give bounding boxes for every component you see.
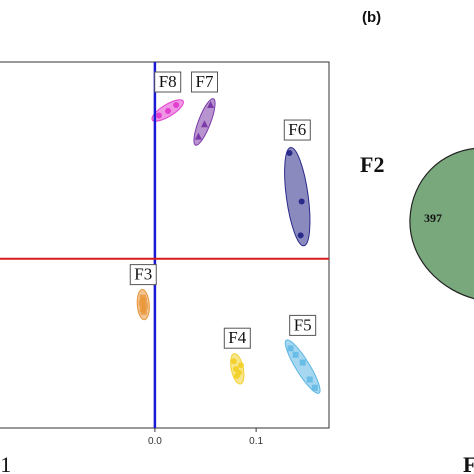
point-f7-2 — [200, 120, 208, 128]
x-tick-label: 0.1 — [249, 436, 263, 447]
ellipse-f6 — [284, 147, 311, 247]
point-f5-5 — [311, 384, 318, 391]
plot-frame — [0, 61, 330, 429]
point-f3-4 — [141, 302, 148, 309]
group-labels: F8 F7 F6 F3 F4 F5 — [129, 71, 317, 349]
point-f5-2 — [292, 351, 299, 358]
point-f3-6 — [140, 308, 147, 315]
point-f4-1 — [230, 358, 237, 365]
x-axis-ticks: 0.0 0.1 — [148, 428, 264, 447]
group-label-f7: F7 — [196, 72, 214, 91]
venn-set-f2 — [409, 148, 474, 300]
point-f3-3 — [138, 300, 145, 307]
group-label-box-f3 — [129, 264, 157, 286]
group-label-box-f4 — [223, 327, 251, 349]
x-axis-label: S1 — [0, 452, 11, 474]
point-f6-2 — [298, 198, 305, 205]
group-label-box-f8 — [154, 71, 182, 93]
point-f6-3 — [297, 232, 304, 239]
scatter-plot-panel: F8 F7 F6 F3 F4 F5 0.0 0.1 S1 — [0, 61, 330, 474]
group-label-box-f7 — [190, 71, 218, 93]
venn-count: 397 — [424, 211, 442, 225]
point-f5-4 — [306, 376, 313, 383]
point-f8-3 — [173, 102, 180, 109]
point-f4-2 — [237, 362, 244, 369]
group-label-box-f6 — [283, 119, 311, 141]
point-f4-5 — [233, 372, 240, 379]
point-f7-3 — [207, 101, 215, 109]
group-label-box-f5 — [289, 314, 317, 336]
point-f7-1 — [194, 132, 202, 140]
panel-b-label: (b) — [362, 9, 381, 26]
point-f5-3 — [299, 359, 306, 366]
data-points — [138, 101, 318, 391]
point-f6-1 — [286, 150, 293, 157]
point-f8-2 — [165, 107, 172, 114]
group-label-f4: F4 — [228, 328, 246, 347]
venn-panel: (b) F2 397 F — [360, 9, 474, 474]
point-f8-1 — [155, 112, 162, 119]
x-tick-label: 0.0 — [148, 436, 162, 447]
group-label-f5: F5 — [294, 315, 312, 334]
group-label-f8: F8 — [159, 72, 177, 91]
venn-set-label: F2 — [360, 152, 384, 177]
venn-partial-label: F — [463, 452, 474, 474]
group-label-f3: F3 — [134, 265, 152, 284]
group-label-f6: F6 — [288, 120, 306, 139]
point-f5-1 — [287, 345, 294, 352]
